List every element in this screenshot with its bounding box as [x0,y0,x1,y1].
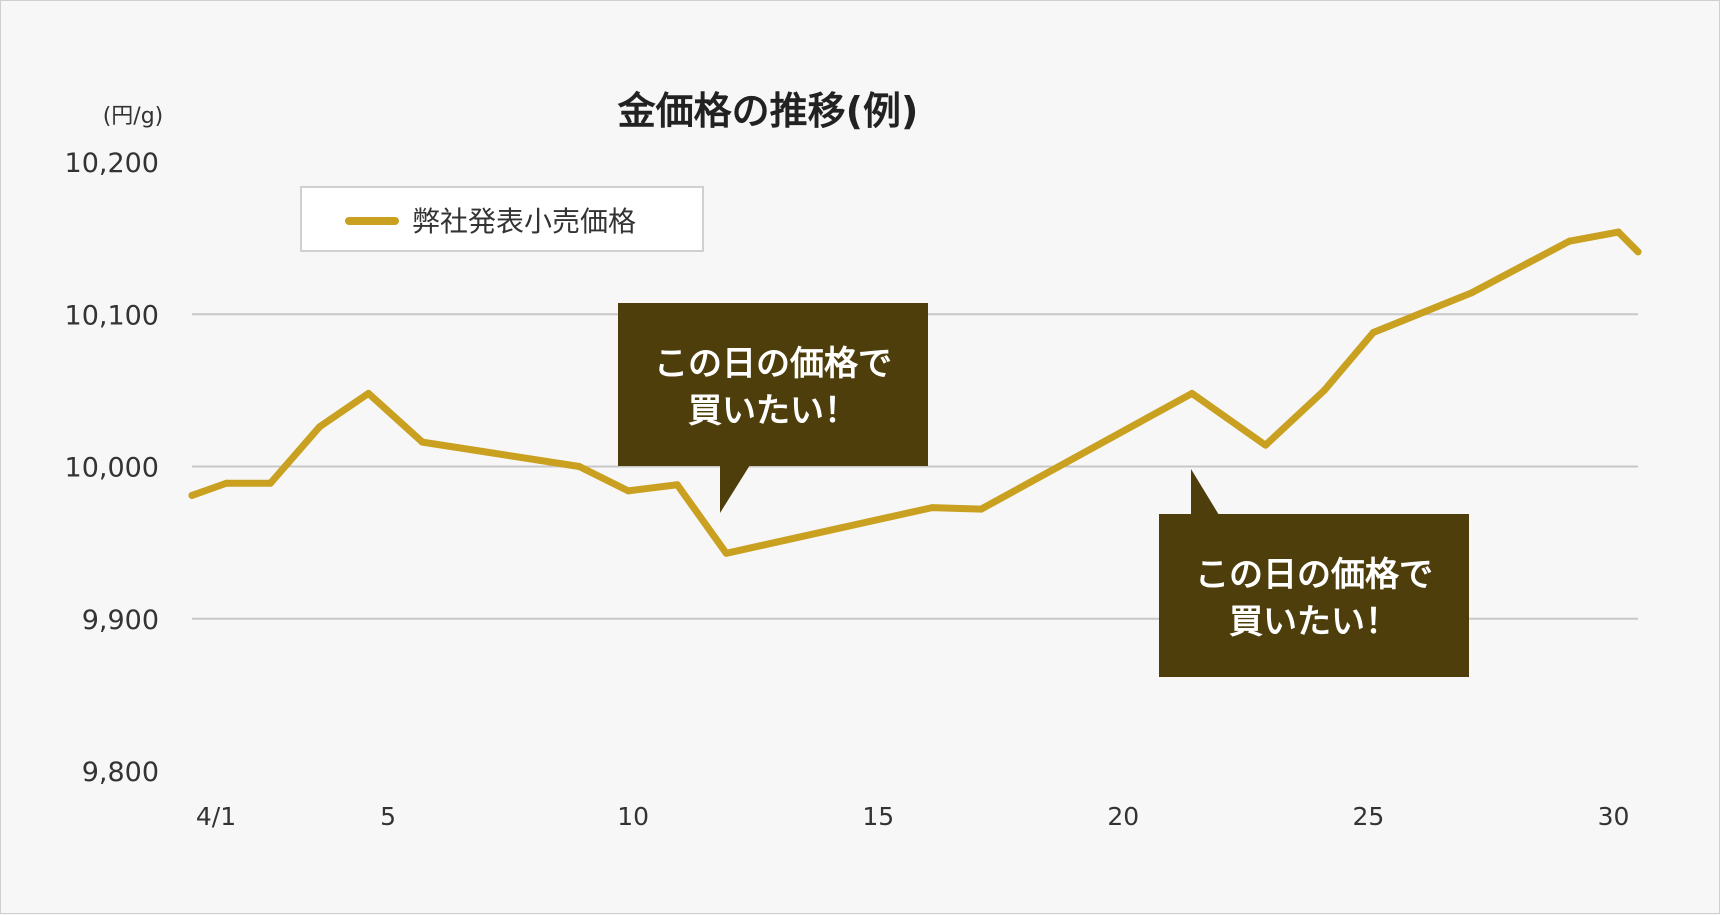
series-line [188,228,1642,557]
y-tick-label: 9,800 [82,757,159,788]
data-point [188,491,196,499]
x-tick-label: 15 [862,802,894,831]
y-axis-unit-label: (円/g) [103,104,164,129]
x-tick-label: 30 [1598,802,1630,831]
data-point [364,389,372,397]
data-point [315,423,323,431]
data-point [928,504,936,512]
x-tick-label: 25 [1353,802,1385,831]
callout-box [618,303,928,466]
callout-pointer [720,465,750,513]
data-point [222,479,230,487]
data-point [1261,441,1269,449]
data-point [624,487,632,495]
callout-text: この日の価格で [1195,555,1433,595]
y-tick-label: 10,100 [65,300,159,331]
callout-pointer [1191,469,1219,515]
callout-text: 買いたい！ [1229,602,1399,642]
data-point [418,438,426,446]
data-point [1614,228,1622,236]
chart-title: 金価格の推移(例) [617,89,919,133]
data-point [1634,248,1642,256]
data-point [1320,386,1328,394]
legend-label: 弊社発表小売価格 [412,205,636,238]
data-point [722,549,730,557]
data-point [575,463,583,470]
data-point [673,481,681,489]
callout-text: この日の価格で [654,344,892,384]
x-tick-label: 10 [617,802,649,831]
series-points [188,228,1642,557]
y-axis-ticks: 9,800 9,900 10,000 10,100 10,200 [65,148,159,788]
x-axis-ticks: 4/1 5 10 15 20 25 30 [196,802,1630,831]
data-point [1188,389,1196,397]
data-point [977,505,985,513]
data-point [1369,329,1377,337]
x-tick-label: 4/1 [196,802,236,831]
callout-text: 買いたい！ [688,391,858,431]
data-point [1565,237,1573,245]
y-tick-label: 10,000 [65,453,159,484]
x-tick-label: 5 [380,802,396,831]
callout-box [1159,514,1469,677]
data-point [266,479,274,487]
y-tick-label: 9,900 [82,605,159,636]
legend: 弊社発表小売価格 [300,186,704,252]
x-tick-label: 20 [1107,802,1139,831]
y-tick-label: 10,200 [65,148,159,179]
data-point [1467,289,1475,297]
